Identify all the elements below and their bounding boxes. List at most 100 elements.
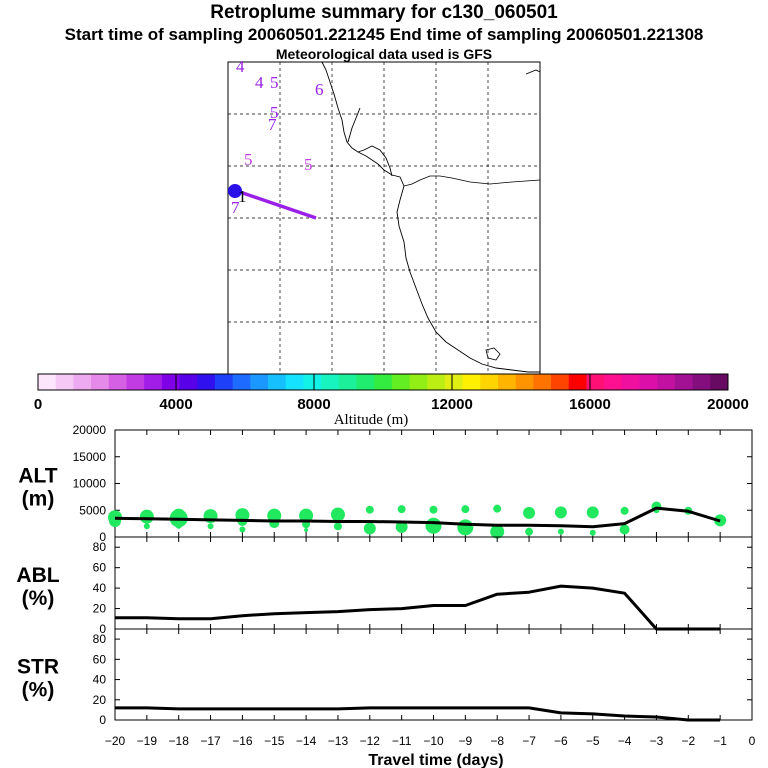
scatter-point [429, 505, 438, 514]
colorbar-cell [409, 374, 428, 390]
scatter-point [557, 528, 564, 535]
scatter-point [363, 522, 376, 535]
panel-frame [114, 628, 753, 721]
x-tick-label: 0 [749, 734, 756, 748]
scatter-point [139, 509, 154, 524]
x-tick-label: −7 [522, 734, 536, 748]
colorbar-cell [250, 374, 269, 390]
y-tick-label: 0 [99, 530, 106, 544]
panel-abl: 0 20 40 60 80 ABL(%) [16, 536, 753, 636]
colorbar-cell [621, 374, 641, 390]
colorbar-tick-label: 12000 [431, 396, 473, 413]
scatter-point [108, 510, 122, 525]
scatter-point [525, 527, 534, 536]
scatter-point [143, 523, 150, 530]
map-gridlines [228, 62, 540, 374]
scatter-point [299, 508, 314, 523]
map-label: 7 [268, 115, 277, 134]
map-label: 5 [304, 155, 313, 174]
colorbar-cell [321, 374, 340, 390]
colorbar-cell [91, 374, 110, 390]
y-tick-label: 40 [93, 673, 107, 687]
scatter-point [207, 523, 214, 530]
colorbar-cell [73, 374, 92, 390]
panel-label: ALT [18, 465, 57, 488]
colorbar-cell [126, 374, 145, 390]
scatter-point [586, 506, 599, 519]
colorbar-cell [533, 374, 552, 390]
scatter-point [619, 524, 630, 535]
colorbar: 0 4000 8000 12000 16000 20000 Altitude (m) [34, 373, 749, 428]
colorbar-cell [38, 374, 57, 390]
x-tick-label: −8 [490, 734, 504, 748]
panel-unit: (%) [22, 587, 55, 610]
x-tick-label: −13 [328, 734, 349, 748]
colorbar-cell [604, 374, 623, 390]
colorbar-cell [657, 374, 676, 390]
scatter-point [589, 529, 596, 536]
y-tick-label: 80 [93, 632, 107, 646]
map-label: 5 [270, 73, 279, 92]
y-tick-label: 20000 [73, 423, 107, 437]
y-tick-label: 40 [93, 581, 107, 595]
x-tick-label: −18 [169, 734, 190, 748]
map-label: 7 [231, 198, 240, 217]
colorbar-cell [462, 374, 481, 390]
colorbar-cell [427, 374, 446, 390]
colorbar-cell [480, 374, 499, 390]
lake-outline [485, 69, 541, 361]
colorbar-cell [391, 374, 411, 390]
colorbar-cells [38, 374, 729, 390]
colorbar-cell [338, 374, 357, 390]
colorbar-cell [214, 374, 234, 390]
scatter-point [461, 505, 470, 514]
colorbar-cell [692, 374, 711, 390]
colorbar-cell [710, 374, 729, 390]
coastline [321, 61, 540, 373]
scatter-point [267, 508, 282, 523]
y-tick-label: 80 [93, 540, 107, 554]
colorbar-tick-label: 4000 [159, 396, 192, 413]
colorbar-cell [515, 374, 534, 390]
colorbar-cell [568, 374, 587, 390]
colorbar-cell [144, 374, 163, 390]
x-tick-label: −3 [650, 734, 664, 748]
colorbar-cell [444, 374, 464, 390]
y-tick-label: 20 [93, 602, 107, 616]
colorbar-cell [232, 374, 251, 390]
plume-path [233, 188, 317, 220]
colorbar-tick-label: 16000 [569, 396, 611, 413]
scatter-point [365, 505, 374, 514]
colorbar-cell [551, 374, 570, 390]
scatter-point [333, 522, 342, 531]
scatter-point [620, 506, 629, 515]
x-tick-label: −1 [713, 734, 727, 748]
release-point-marker [228, 184, 242, 198]
panel-alt: 0 5000 10000 15000 20000 ALT(m) [18, 423, 753, 544]
y-tick-label: 10000 [73, 477, 107, 491]
chart-title: Retroplume summary for c130_060501 [210, 2, 558, 23]
panel-str: 0 20 40 60 80 STR(%) [17, 628, 753, 727]
y-tick-label: 15000 [73, 450, 107, 464]
colorbar-cell [498, 374, 517, 390]
panel-label: STR [17, 656, 59, 679]
colorbar-cell [374, 374, 393, 390]
x-tick-label: −16 [232, 734, 253, 748]
colorbar-cell [197, 374, 216, 390]
colorbar-tick-label: 0 [34, 396, 42, 413]
scatter-point [175, 522, 182, 529]
series-line [115, 584, 721, 631]
scatter-point [304, 528, 309, 533]
x-tick-label: −5 [586, 734, 600, 748]
x-tick-label: −11 [392, 734, 412, 748]
border-line [403, 175, 541, 187]
x-tick-label: −15 [264, 734, 285, 748]
colorbar-cell [303, 374, 322, 390]
x-tick-label: −19 [137, 734, 158, 748]
x-axis-label: Travel time (days) [368, 752, 503, 768]
scatter-point [397, 505, 406, 514]
time-series-panels: 05000100001500020000ALT(m)020406080ABL(%… [16, 423, 753, 727]
scatter-point [425, 517, 442, 534]
panel-unit: (m) [22, 488, 55, 511]
